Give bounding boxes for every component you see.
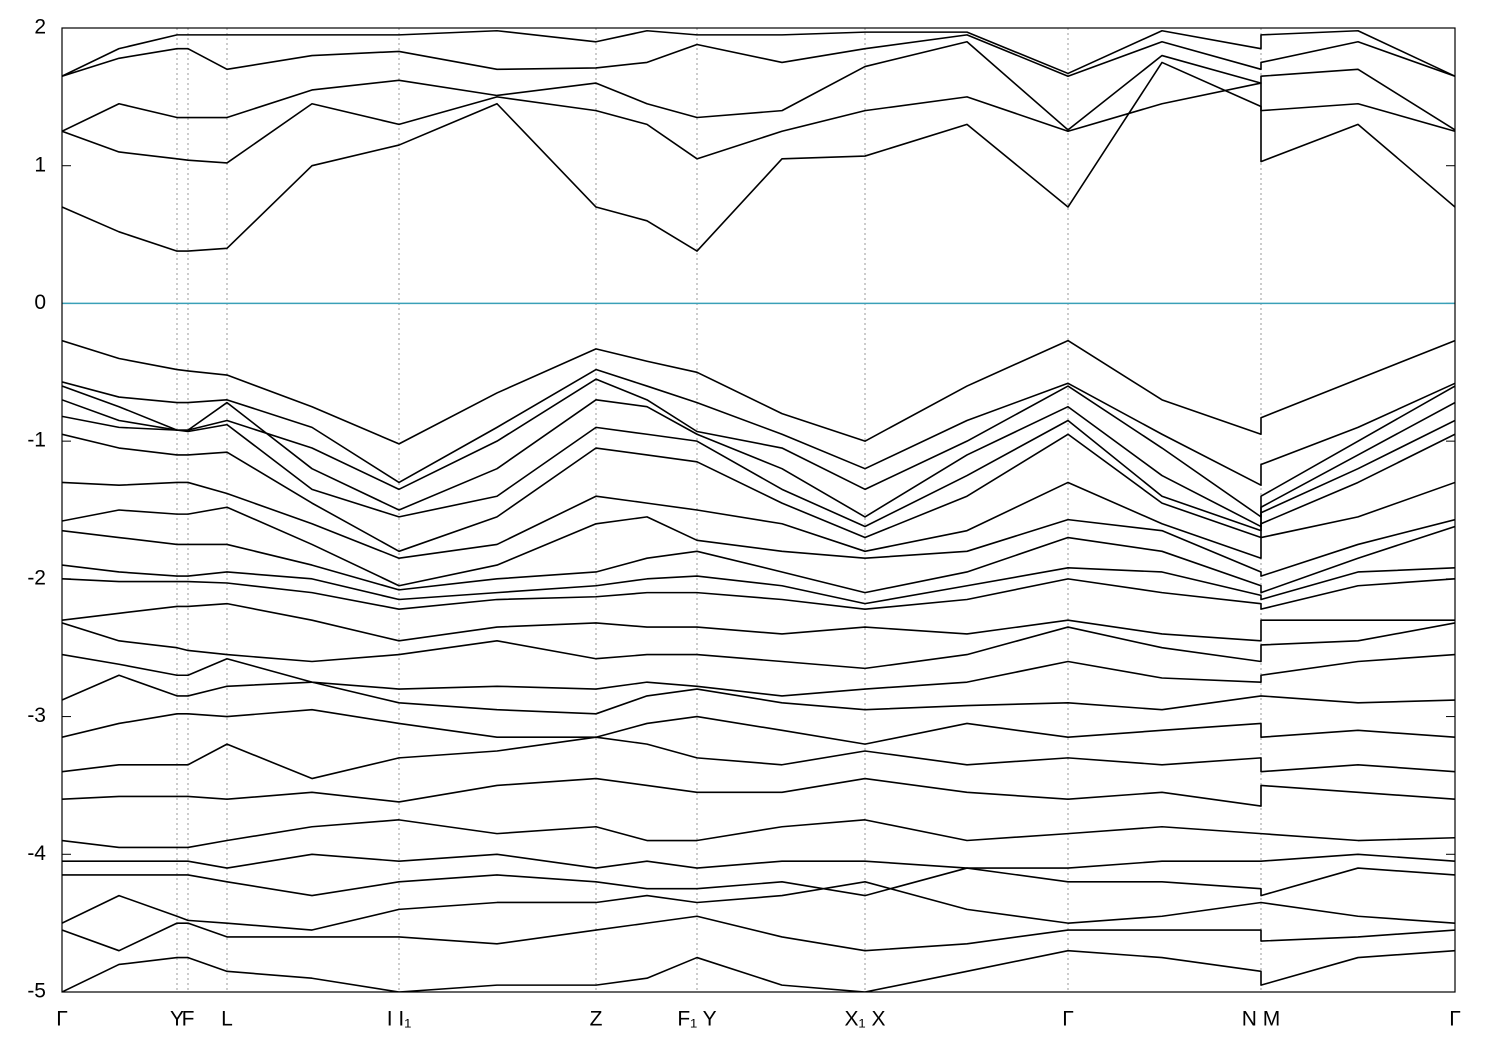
band-line <box>62 674 1455 715</box>
x-tick-label: Z <box>590 1008 603 1031</box>
band-line <box>62 653 1455 697</box>
band-line <box>62 881 1455 931</box>
x-tick-label: Γ <box>1062 1008 1074 1031</box>
band-line <box>62 506 1455 587</box>
y-tick-label: -5 <box>27 980 46 1003</box>
band-line <box>62 777 1455 807</box>
x-tick-label: L <box>221 1008 233 1031</box>
x-tick-label: N M <box>1242 1008 1281 1031</box>
band-line <box>62 481 1455 560</box>
x-tick-label: Γ <box>1449 1008 1461 1031</box>
band-line <box>62 368 1455 487</box>
band-line <box>62 915 1455 952</box>
band-line <box>62 853 1455 869</box>
y-tick-label: 1 <box>34 153 46 176</box>
band-line <box>62 339 1455 445</box>
x-tick-label: I I₁ <box>387 1008 412 1031</box>
band-line <box>62 819 1455 849</box>
x-tick-label: Γ <box>56 1008 68 1031</box>
band-line <box>62 415 1455 532</box>
y-tick-label: -3 <box>27 704 46 727</box>
band-line <box>62 399 1455 528</box>
band-line <box>62 433 1455 553</box>
y-tick-label: 2 <box>34 16 46 39</box>
band-line <box>62 40 1455 133</box>
band-line <box>62 622 1455 670</box>
band-line <box>62 34 1455 77</box>
band-line <box>62 949 1455 992</box>
x-tick-label: F₁ Y <box>677 1008 716 1031</box>
band-line <box>62 867 1455 897</box>
band-line <box>62 602 1455 642</box>
band-line <box>62 564 1455 605</box>
y-tick-label: -1 <box>27 429 46 452</box>
band-line <box>62 736 1455 780</box>
band-line <box>62 378 1455 518</box>
y-tick-label: -2 <box>27 566 46 589</box>
bands <box>62 29 1455 992</box>
band-line <box>62 61 1455 252</box>
band-line <box>62 82 1455 164</box>
band-line <box>62 578 1455 610</box>
band-line <box>62 525 1455 594</box>
band-line <box>62 708 1455 745</box>
y-tick-label: -4 <box>27 842 46 865</box>
plot-frame <box>61 27 1456 993</box>
x-tick-label: Y <box>170 1008 184 1031</box>
y-tick-label: 0 <box>34 291 46 314</box>
band-line <box>62 29 1455 77</box>
x-tick-label: X₁ X <box>845 1008 886 1031</box>
x-tick-label: F <box>182 1008 195 1031</box>
